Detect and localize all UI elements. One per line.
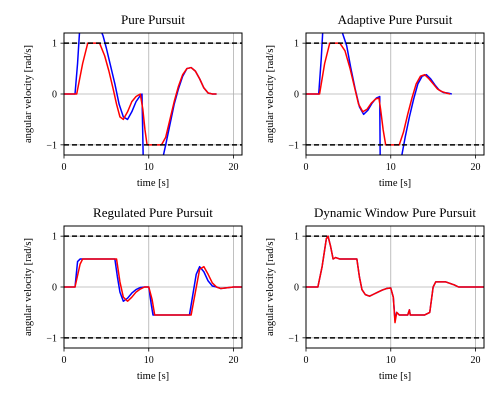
y-tick-label: 1 bbox=[294, 232, 299, 243]
series-line-2 bbox=[306, 235, 484, 324]
x-tick-label: 0 bbox=[304, 355, 309, 366]
plot-area bbox=[306, 235, 484, 339]
y-tick-label: 0 bbox=[294, 283, 299, 294]
panel-1: 0 10 20 −1 0 1 Pure Pursuit time [s] angular vel… bbox=[23, 12, 243, 189]
x-axis-label: time [s] bbox=[379, 371, 411, 382]
panel-title: Regulated Pure Pursuit bbox=[93, 205, 213, 220]
x-axis-label: time [s] bbox=[137, 178, 169, 189]
plot-area bbox=[64, 235, 242, 339]
y-tick-label: −1 bbox=[46, 140, 57, 151]
series-line-2 bbox=[64, 258, 242, 316]
panel-title: Pure Pursuit bbox=[121, 12, 185, 27]
y-axis-label: angular velocity [rad/s] bbox=[265, 238, 276, 336]
series-line-1 bbox=[306, 235, 484, 321]
x-axis-label: time [s] bbox=[137, 371, 169, 382]
x-tick-label: 10 bbox=[386, 162, 396, 173]
y-tick-label: 0 bbox=[52, 90, 57, 101]
y-tick-label: −1 bbox=[288, 333, 299, 344]
plot-area bbox=[64, 33, 242, 155]
plot-area bbox=[306, 33, 484, 155]
panel-4: 0 10 20 −1 0 1 Dynamic Window Pure Pursuit time… bbox=[265, 205, 485, 382]
y-tick-label: 1 bbox=[294, 39, 299, 50]
series-line-3 bbox=[401, 73, 452, 155]
y-axis-label: angular velocity [rad/s] bbox=[23, 238, 34, 336]
series-line-2 bbox=[101, 33, 144, 155]
x-tick-label: 10 bbox=[386, 355, 396, 366]
panel-2: 0 10 20 −1 0 1 Adaptive Pure Pursuit time [s] an… bbox=[265, 12, 485, 189]
panel-3: 0 10 20 −1 0 1 Regulated Pure Pursuit time [s] a… bbox=[23, 205, 243, 382]
y-tick-label: −1 bbox=[288, 140, 299, 151]
series-line-2 bbox=[341, 33, 381, 155]
y-tick-label: −1 bbox=[46, 333, 57, 344]
panel-title: Adaptive Pure Pursuit bbox=[338, 12, 453, 27]
x-tick-label: 0 bbox=[304, 162, 309, 173]
x-tick-label: 0 bbox=[62, 162, 67, 173]
x-tick-label: 20 bbox=[229, 355, 239, 366]
y-axis-label: angular velocity [rad/s] bbox=[265, 45, 276, 143]
panel-title: Dynamic Window Pure Pursuit bbox=[314, 205, 476, 220]
y-tick-label: 1 bbox=[52, 232, 57, 243]
y-tick-label: 0 bbox=[52, 283, 57, 294]
y-tick-label: 1 bbox=[52, 39, 57, 50]
x-tick-label: 10 bbox=[144, 162, 154, 173]
x-tick-label: 0 bbox=[62, 355, 67, 366]
x-tick-label: 20 bbox=[229, 162, 239, 173]
series-line-4 bbox=[64, 42, 217, 146]
x-axis-label: time [s] bbox=[379, 178, 411, 189]
series-line-3 bbox=[162, 66, 217, 155]
x-tick-label: 20 bbox=[471, 355, 481, 366]
y-axis-label: angular velocity [rad/s] bbox=[23, 45, 34, 143]
x-tick-label: 10 bbox=[144, 355, 154, 366]
x-tick-label: 20 bbox=[471, 162, 481, 173]
y-tick-label: 0 bbox=[294, 90, 299, 101]
